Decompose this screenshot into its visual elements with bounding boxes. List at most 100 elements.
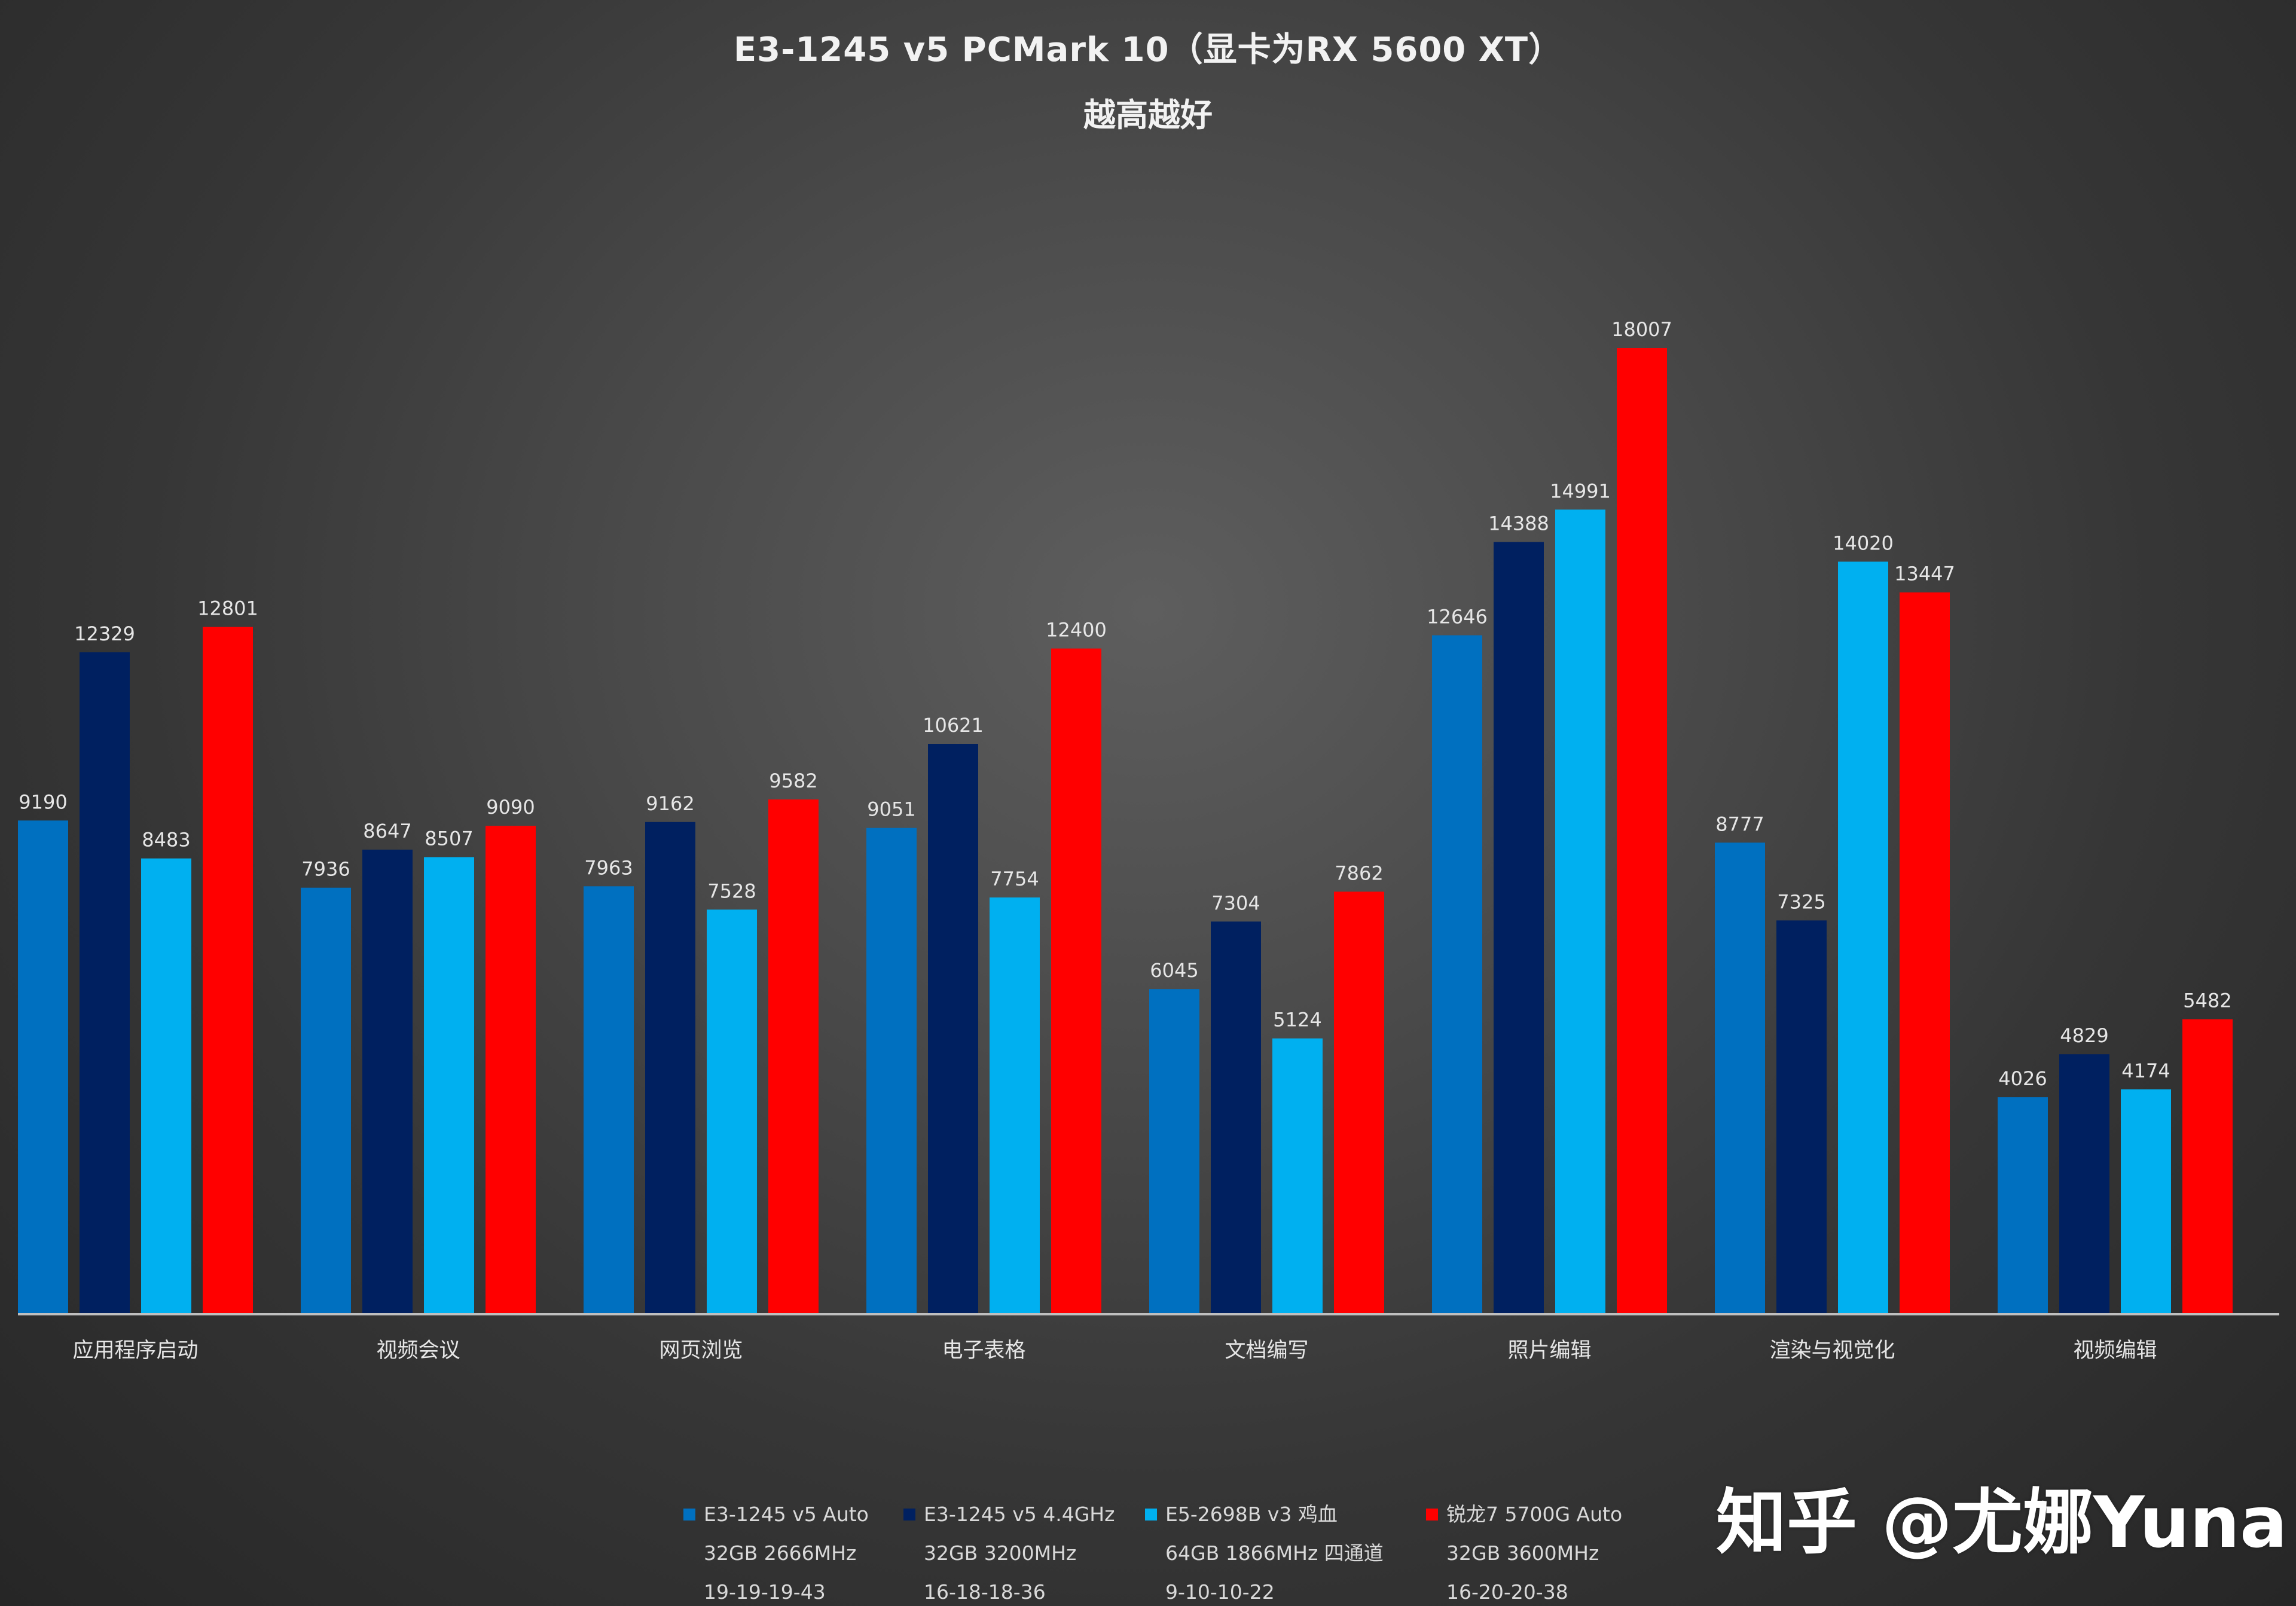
legend-detail-line: 64GB 1866MHz 四通道 (1165, 1541, 1384, 1565)
bar-4-1 (866, 828, 917, 1313)
bar-3-2 (645, 822, 695, 1313)
legend-detail-line: 9-10-10-22 (1165, 1580, 1275, 1604)
bar-1-3 (141, 858, 191, 1313)
value-label-1-3: 8483 (142, 829, 190, 851)
category-labels-layer: 应用程序启动 视频会议 网页浏览 电子表格 文档编写 照片编辑 渲染与视觉化 视频编辑 (72, 1339, 2157, 1363)
legend-swatch (1426, 1509, 1438, 1520)
value-label-5-2: 7304 (1211, 891, 1260, 914)
bars-layer (18, 348, 2233, 1314)
value-label-7-3: 14020 (1833, 532, 1894, 554)
bar-5-3 (1272, 1038, 1323, 1313)
legend-swatch (1145, 1509, 1157, 1520)
bar-6-3 (1555, 509, 1605, 1313)
legend-series-name: 锐龙7 5700G Auto (1446, 1503, 1623, 1526)
legend-entry-label: 锐龙7 5700G Auto (1426, 1495, 1622, 1534)
bar-4-2 (928, 744, 978, 1313)
value-label-4-2: 10621 (923, 714, 984, 737)
bar-5-4 (1334, 891, 1384, 1313)
legend-entry-label: E3-1245 v5 4.4GHz (903, 1495, 1115, 1534)
value-label-4-4: 12400 (1046, 619, 1107, 642)
bar-1-2 (80, 652, 130, 1313)
bar-2-3 (424, 857, 474, 1313)
legend-detail-line: 16-20-20-38 (1446, 1580, 1568, 1604)
legend-item-2: E3-1245 v5 4.4GHz 32GB 3200MHz 16-18-18-36 (903, 1495, 1115, 1606)
category-label-1: 应用程序启动 (72, 1339, 198, 1363)
legend-detail-line: 19-19-19-43 (704, 1580, 826, 1604)
legend-item-3: E5-2698B v3 鸡血 64GB 1866MHz 四通道 9-10-10-22 (1145, 1495, 1384, 1606)
value-label-7-2: 7325 (1777, 890, 1825, 913)
value-label-5-3: 5124 (1273, 1009, 1321, 1031)
legend-item-4: 锐龙7 5700G Auto 32GB 3600MHz 16-20-20-38 (1426, 1495, 1622, 1606)
bar-7-1 (1715, 842, 1765, 1313)
value-label-2-2: 8647 (363, 820, 411, 842)
value-label-6-1: 12646 (1427, 606, 1488, 628)
value-label-6-3: 14991 (1550, 480, 1611, 502)
bar-2-2 (362, 850, 413, 1313)
bar-5-2 (1211, 921, 1261, 1313)
bar-4-3 (990, 897, 1040, 1313)
value-label-5-4: 7862 (1335, 862, 1383, 884)
legend-detail-line: 16-18-18-36 (924, 1580, 1046, 1604)
bar-6-1 (1432, 635, 1482, 1313)
value-label-2-3: 8507 (425, 828, 473, 850)
bar-6-4 (1617, 348, 1667, 1313)
value-label-1-4: 12801 (197, 597, 258, 620)
legend-swatch (683, 1509, 695, 1520)
bar-2-1 (301, 887, 351, 1313)
value-label-2-1: 7936 (301, 858, 350, 881)
bar-6-2 (1494, 542, 1544, 1313)
category-label-8: 视频编辑 (2073, 1339, 2157, 1363)
category-label-2: 视频会议 (376, 1339, 460, 1363)
value-label-8-3: 4174 (2121, 1060, 2170, 1082)
legend-series-name: E5-2698B v3 鸡血 (1165, 1503, 1338, 1526)
value-label-3-3: 7528 (707, 880, 756, 902)
value-label-2-4: 9090 (486, 796, 535, 819)
chart-title: E3-1245 v5 PCMark 10（显卡为RX 5600 XT） (733, 30, 1563, 69)
value-label-7-1: 8777 (1715, 813, 1764, 835)
value-label-6-2: 14388 (1488, 512, 1549, 535)
bar-1-1 (18, 820, 68, 1313)
legend-detail-line: 32GB 3600MHz (1446, 1541, 1599, 1565)
bar-3-1 (584, 886, 634, 1313)
category-label-5: 文档编写 (1225, 1339, 1308, 1363)
value-label-7-4: 13447 (1894, 563, 1955, 585)
value-label-8-1: 4026 (1998, 1067, 2047, 1090)
bar-2-4 (486, 826, 536, 1313)
value-label-1-2: 12329 (74, 622, 135, 645)
value-labels-layer: 9190 12329 8483 12801 7936 8647 8507 9090 7963 91… (19, 318, 2231, 1090)
bar-1-4 (203, 627, 253, 1313)
bar-8-4 (2182, 1019, 2233, 1313)
bar-7-3 (1838, 561, 1888, 1313)
category-label-3: 网页浏览 (659, 1339, 743, 1363)
value-label-4-1: 9051 (867, 798, 915, 821)
bar-3-4 (768, 799, 819, 1313)
legend-detail-line: 32GB 2666MHz (704, 1541, 857, 1565)
legend-entry-label: E5-2698B v3 鸡血 (1145, 1495, 1384, 1534)
bar-8-2 (2059, 1054, 2109, 1313)
watermark-text: 知乎 @尤娜Yuna (1716, 1481, 2288, 1564)
legend-swatch (903, 1509, 915, 1520)
bar-8-3 (2121, 1089, 2171, 1313)
bar-3-3 (707, 909, 757, 1313)
legend-series-name: E3-1245 v5 4.4GHz (924, 1503, 1115, 1526)
value-label-1-1: 9190 (19, 790, 67, 813)
legend-item-1: E3-1245 v5 Auto 32GB 2666MHz 19-19-19-43 (683, 1495, 869, 1606)
legend-entry-label: E3-1245 v5 Auto (683, 1495, 869, 1534)
bar-4-4 (1051, 648, 1101, 1313)
bar-8-1 (1998, 1097, 2048, 1313)
category-label-4: 电子表格 (942, 1339, 1025, 1363)
value-label-3-1: 7963 (584, 856, 633, 879)
value-label-5-1: 6045 (1150, 959, 1198, 982)
value-label-8-2: 4829 (2060, 1024, 2108, 1047)
bar-7-2 (1776, 920, 1827, 1313)
legend-series-name: E3-1245 v5 Auto (704, 1503, 869, 1526)
value-label-3-4: 9582 (769, 770, 817, 792)
category-label-6: 照片编辑 (1507, 1339, 1591, 1363)
bar-5-1 (1149, 989, 1199, 1313)
chart-subtitle: 越高越好 (1083, 96, 1213, 134)
category-label-7: 渲染与视觉化 (1769, 1339, 1895, 1363)
legend-detail-line: 32GB 3200MHz (924, 1541, 1077, 1565)
value-label-6-4: 18007 (1611, 318, 1672, 341)
